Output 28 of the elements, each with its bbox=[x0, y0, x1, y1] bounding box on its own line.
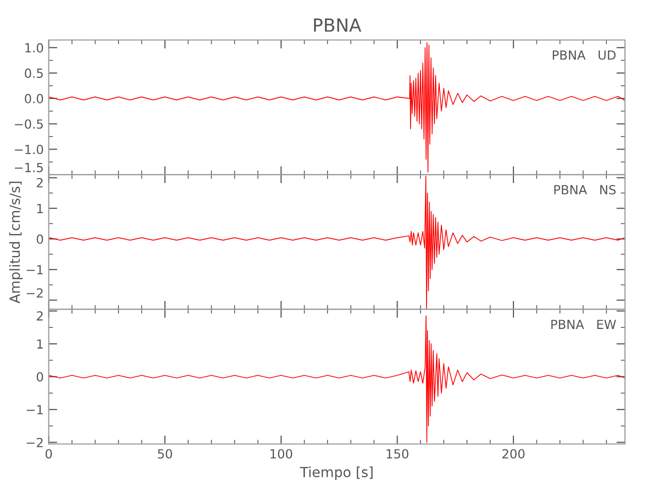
x-tick-label: 50 bbox=[158, 449, 172, 459]
y-tick-label: −1 bbox=[26, 405, 43, 414]
y-tick-label: 1.0 bbox=[25, 43, 44, 53]
y-tick-label: −0.5 bbox=[14, 119, 43, 129]
x-axis-title: Tiempo [s] bbox=[300, 466, 373, 480]
chart-title: PBNA bbox=[314, 18, 362, 32]
y-tick-label: −1 bbox=[26, 265, 43, 274]
line-series bbox=[48, 42, 625, 173]
annotation: PBNA EW bbox=[551, 320, 616, 329]
x-tick-label: 150 bbox=[386, 449, 408, 459]
y-tick-label: −1.5 bbox=[14, 162, 43, 172]
x-tick-label: 0 bbox=[46, 449, 52, 459]
y-tick-label: 1 bbox=[37, 339, 43, 349]
y-tick-label: 1 bbox=[37, 204, 43, 214]
y-tick-label: 0 bbox=[36, 372, 44, 382]
y-tick-label: −2 bbox=[26, 438, 43, 448]
y-tick-label: 0 bbox=[36, 234, 44, 244]
annotation: PBNA NS bbox=[554, 185, 616, 194]
x-tick-label: 200 bbox=[502, 449, 525, 459]
y-axis-title: Amplitud [cm/s/s] bbox=[9, 182, 23, 304]
y-tick-label: 2 bbox=[36, 311, 43, 320]
annotation: PBNA UD bbox=[552, 50, 616, 60]
y-tick-label: 2 bbox=[36, 178, 43, 188]
x-tick-label: 100 bbox=[270, 449, 292, 459]
y-tick-label: 0.5 bbox=[24, 68, 43, 78]
y-tick-label: −2 bbox=[26, 288, 43, 298]
y-tick-label: 0.0 bbox=[24, 94, 44, 104]
y-tick-label: −1.0 bbox=[14, 144, 44, 154]
